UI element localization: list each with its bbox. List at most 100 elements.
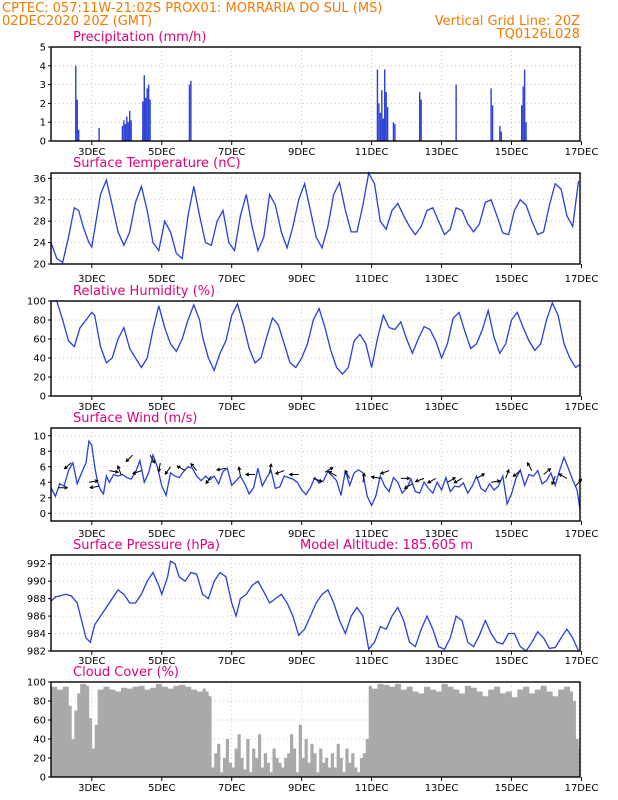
cloud-bar <box>345 748 349 777</box>
cloud-bar <box>424 686 431 777</box>
wind-arrow <box>205 475 212 485</box>
cloud-x-tick-label: 3DEC <box>78 783 105 794</box>
cloud-bar <box>132 686 139 777</box>
wind-title: Surface Wind (m/s) <box>73 411 197 426</box>
wind-arrow <box>215 467 226 472</box>
wind-line <box>50 439 581 510</box>
cloud-bar <box>263 753 267 777</box>
cloud-bar <box>138 685 145 777</box>
rh-x-tick-label: 9DEC <box>288 402 315 413</box>
precip-bar <box>147 84 150 141</box>
wind-arrow <box>63 462 72 470</box>
pres-x-tick-label: 5DEC <box>148 656 175 667</box>
cloud-bar <box>211 767 215 777</box>
cloud-bar <box>237 734 241 777</box>
wind-arrow <box>274 470 285 475</box>
wind-arrow <box>116 465 122 475</box>
cloud-bar <box>278 762 282 777</box>
pres-title: Surface Pressure (hPa) <box>73 538 220 553</box>
cloud-bar <box>357 772 361 777</box>
pres-frame <box>50 554 581 652</box>
precip-bar <box>522 86 524 141</box>
precip-bar <box>77 129 80 141</box>
pres-x-tick-label: 17DEC <box>565 656 599 667</box>
wind-arrow <box>403 483 413 489</box>
pres-y-tick-label: 982 <box>27 647 46 658</box>
cloud-bar <box>359 758 364 777</box>
temp-panel: 20 24 28 32 36 3DEC 5DEC 7DEC 9DEC 11DEC 13DEC 15DE… <box>33 156 598 285</box>
cloud-bar <box>523 686 530 777</box>
cloud-bar <box>295 772 300 777</box>
header-run-date: 02DEC2020 20Z (GMT) <box>2 14 152 29</box>
cloud-bar <box>208 696 212 777</box>
cloud-bar <box>301 758 305 777</box>
wind-x-tick-label: 13DEC <box>425 529 459 540</box>
cloud-bar <box>540 685 547 777</box>
cloud-bar <box>339 758 343 777</box>
precip-title: Precipitation (mm/h) <box>73 30 206 45</box>
precip-bar <box>75 65 77 141</box>
cloud-bar <box>281 767 285 777</box>
wind-x-tick-label: 15DEC <box>495 529 529 540</box>
cloud-bar <box>289 734 294 777</box>
precip-x-tick-label: 3DEC <box>78 147 105 158</box>
temp-y-tick-label: 36 <box>33 174 46 185</box>
cloud-bar <box>161 686 168 777</box>
wind-arrow <box>327 471 337 477</box>
wind-panel: 0 2 4 6 8 10 3DEC 5DEC 7DEC 9DEC 11DEC 13DEC 15DEC 17… <box>33 411 598 540</box>
cloud-bar <box>575 739 579 777</box>
precip-x-tick-label: 5DEC <box>148 147 175 158</box>
cloud-bar <box>246 739 250 777</box>
wind-y-tick-label: 0 <box>40 509 46 520</box>
temp-frame <box>50 172 581 265</box>
precip-bar <box>146 88 148 141</box>
cloud-bar <box>217 743 221 777</box>
wind-arrow <box>237 466 242 477</box>
temp-y-tick-label: 24 <box>33 238 46 249</box>
cloud-title: Cloud Cover (%) <box>73 665 179 680</box>
cloud-bar <box>257 734 262 777</box>
cloud-bar <box>406 686 413 777</box>
cloud-bar <box>126 688 133 777</box>
cloud-bar <box>389 686 396 777</box>
cloud-bar <box>249 772 253 777</box>
cloud-bar <box>505 691 512 777</box>
cloud-bar <box>528 693 536 777</box>
precip-y-tick-label: 4 <box>40 61 46 72</box>
wind-arrow <box>149 454 156 464</box>
temp-x-tick-label: 3DEC <box>78 274 105 285</box>
cloud-bar <box>348 762 352 777</box>
rh-x-tick-label: 15DEC <box>495 402 529 413</box>
cloud-bar <box>144 689 151 777</box>
cloud-bar <box>272 748 276 777</box>
cloud-bar <box>316 772 320 777</box>
cloud-bar <box>155 683 163 777</box>
cloud-x-tick-label: 5DEC <box>148 783 175 794</box>
wind-arrow <box>313 477 323 483</box>
cloud-bar <box>225 739 230 777</box>
wind-arrow <box>125 454 133 463</box>
wind-arrow <box>344 469 351 479</box>
cloud-bar <box>470 687 477 777</box>
cloud-bar <box>336 743 340 777</box>
pres-x-tick-label: 7DEC <box>218 656 245 667</box>
cloud-bar <box>298 724 302 777</box>
temp-x-tick-label: 13DEC <box>425 274 459 285</box>
wind-y-tick-label: 4 <box>40 478 46 489</box>
cloud-bar <box>476 691 483 777</box>
wind-arrow <box>379 470 390 475</box>
precip-bar <box>379 112 382 141</box>
cloud-bar <box>322 762 326 777</box>
cloud-bar <box>412 691 419 777</box>
wind-arrow <box>131 470 142 475</box>
cloud-bar <box>214 753 218 777</box>
precip-bar <box>76 99 78 141</box>
precip-bar <box>384 69 386 141</box>
temp-y-tick-label: 32 <box>33 195 46 206</box>
precip-x-tick-label: 11DEC <box>355 147 389 158</box>
cloud-bar <box>243 769 247 777</box>
cloud-bar <box>534 689 541 777</box>
precip-panel: 0 1 2 3 4 5 3DEC 5DEC 7DEC 9DEC 11DEC 13DEC 15DEC 17D… <box>40 30 599 158</box>
rh-y-tick-label: 40 <box>33 354 46 365</box>
